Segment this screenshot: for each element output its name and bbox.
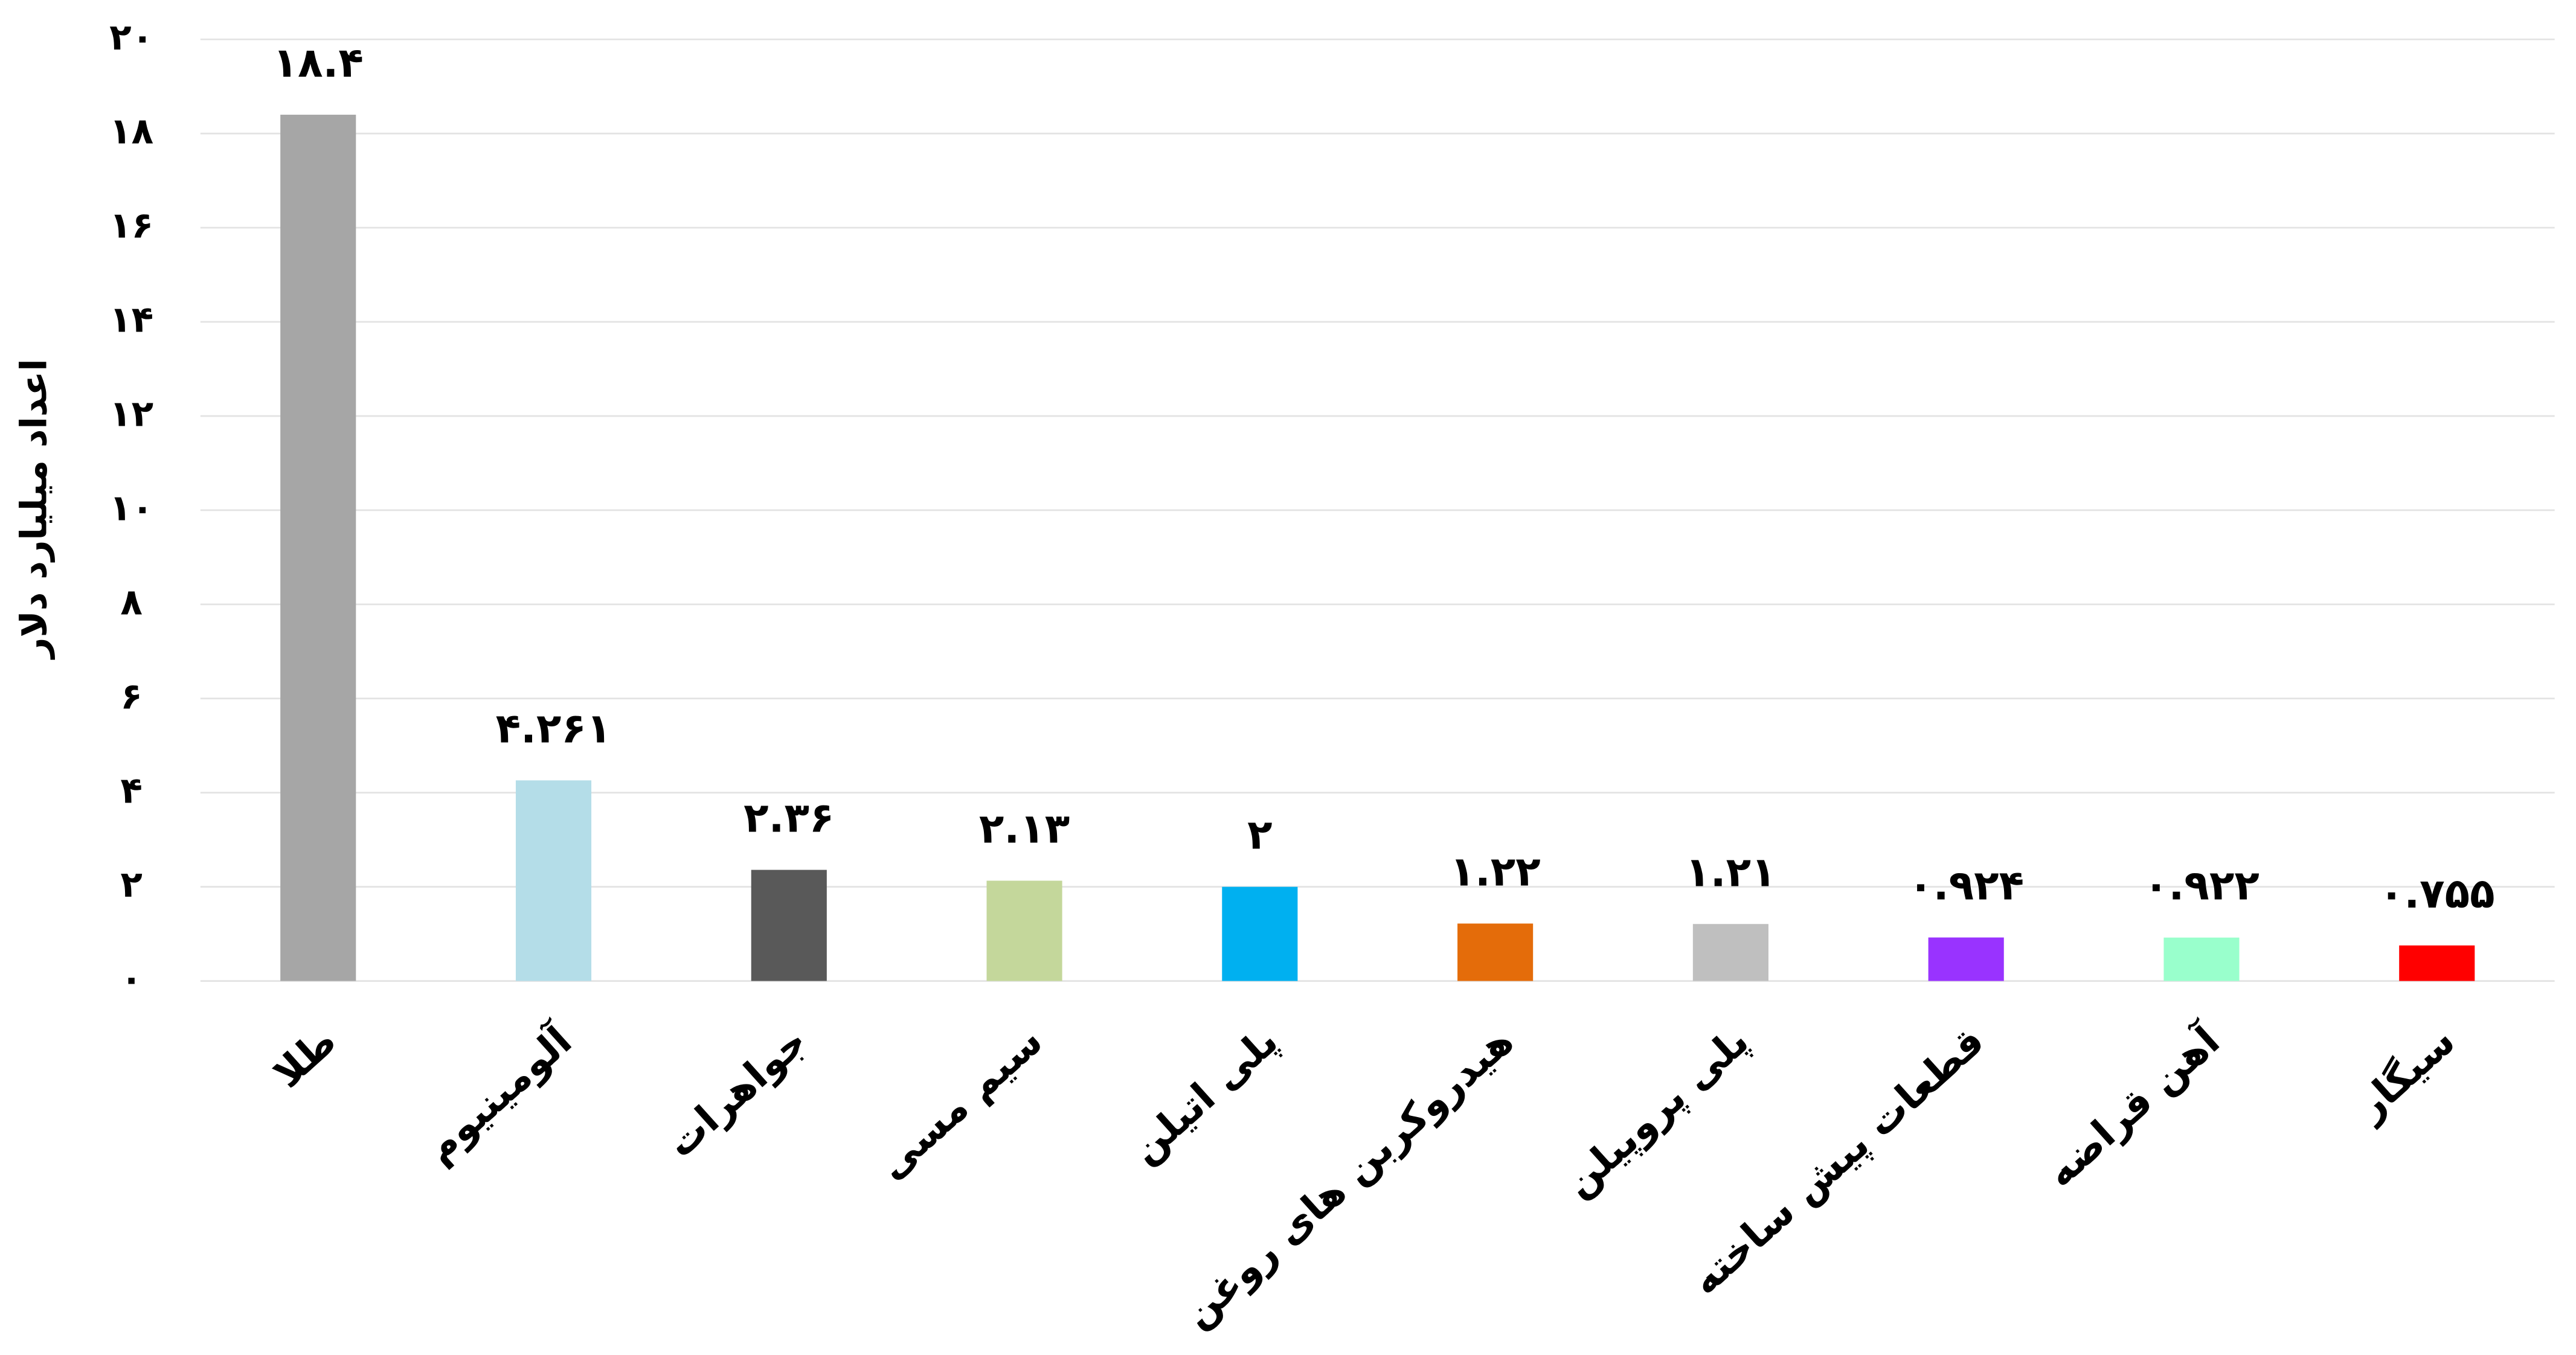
y-tick-label: ۱۲ xyxy=(109,393,153,435)
y-tick-label: ۱۸ xyxy=(109,111,153,153)
y-tick-label: ۰ xyxy=(120,958,143,1000)
data-label: ۰.۹۲۲ xyxy=(2144,862,2260,910)
data-label: ۰.۹۲۴ xyxy=(1908,862,2024,910)
bar xyxy=(1222,886,1298,981)
y-axis-label: اعداد میلیارد دلار xyxy=(13,359,55,660)
y-tick-label: ۴ xyxy=(120,769,143,812)
x-tick-label: جواهرات xyxy=(658,1018,816,1167)
data-label: ۱۸.۴ xyxy=(273,39,364,87)
y-tick-label: ۱۴ xyxy=(109,299,153,341)
x-tick-label: پلی اتیلن xyxy=(1122,1018,1286,1173)
x-tick-label: آهن قراضه xyxy=(2036,1016,2229,1196)
x-tick-label: سیگار xyxy=(2346,1018,2464,1130)
x-tick-label: پلی پروپیلن xyxy=(1555,1018,1758,1207)
bar xyxy=(1692,924,1768,981)
bar xyxy=(751,870,827,981)
y-tick-label: ۸ xyxy=(120,581,143,623)
bar xyxy=(1457,923,1534,981)
y-tick-label: ۲ xyxy=(120,863,143,906)
bar xyxy=(2399,945,2475,981)
data-label: ۱.۲۱ xyxy=(1685,848,1776,896)
bar xyxy=(1928,937,2004,981)
data-label: ۲.۱۳ xyxy=(979,806,1070,853)
data-label: ۱.۲۲ xyxy=(1450,848,1540,896)
data-label: ۴.۲۶۱ xyxy=(496,705,612,752)
data-label: ۲ xyxy=(1247,812,1272,859)
x-tick-label: طلا xyxy=(265,1018,345,1097)
x-tick-label: سیم مسی xyxy=(869,1018,1052,1188)
y-tick-label: ۶ xyxy=(120,675,143,717)
y-tick-label: ۲۰ xyxy=(109,16,153,59)
y-tick-label: ۱۰ xyxy=(109,487,153,530)
bar xyxy=(2163,937,2240,981)
y-tick-label: ۱۶ xyxy=(109,205,153,247)
bar xyxy=(515,780,592,981)
x-tick-label: آلومینیوم xyxy=(416,1016,582,1171)
bar xyxy=(986,880,1062,981)
bar xyxy=(280,114,356,981)
data-label: ۲.۳۶ xyxy=(744,795,834,842)
data-label: ۰.۷۵۵ xyxy=(2379,870,2495,918)
